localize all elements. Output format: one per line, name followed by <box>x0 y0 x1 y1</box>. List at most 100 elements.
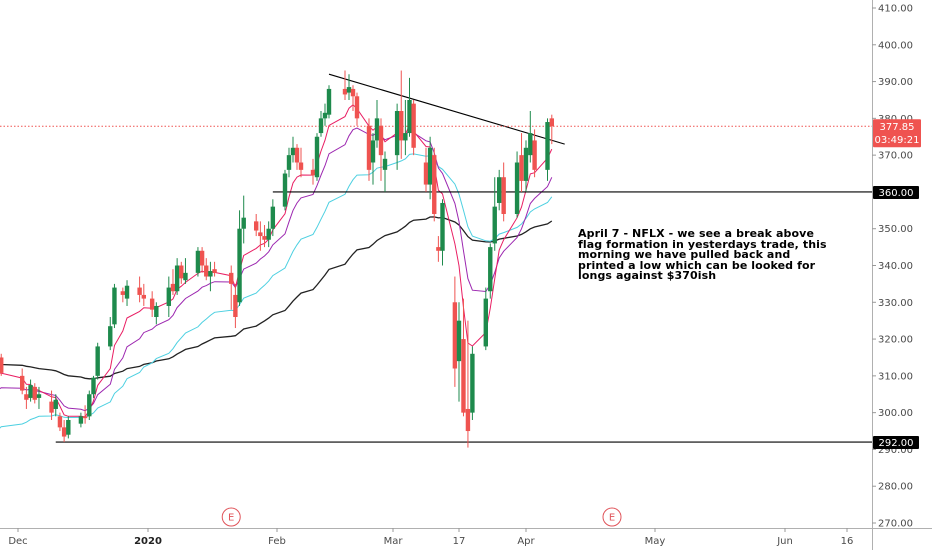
candle-body <box>262 236 267 240</box>
candle-body <box>488 247 493 292</box>
candle-body <box>108 326 113 347</box>
candle-body <box>399 111 404 141</box>
candle-body <box>440 202 445 251</box>
candle-body <box>183 272 188 281</box>
y-tick-label: 300.00 <box>878 408 913 419</box>
y-tick-label: 310.00 <box>878 371 913 382</box>
candle-body <box>370 140 376 163</box>
candle-body <box>326 88 332 115</box>
y-tick-label: 350.00 <box>878 224 913 235</box>
candle-body <box>78 416 84 424</box>
candle-body <box>282 173 288 207</box>
x-tick-label: May <box>645 536 666 547</box>
last-price-label: 377.85 <box>880 122 915 133</box>
candle-body <box>91 377 96 395</box>
y-tick-label: 370.00 <box>878 151 913 162</box>
candle-body <box>501 177 506 214</box>
candle-body <box>137 287 142 295</box>
candle-body <box>528 133 533 156</box>
ma-fast-line <box>0 104 553 418</box>
countdown-label: 03:49:21 <box>875 135 920 146</box>
candle-body <box>195 250 201 273</box>
drawings-layer <box>0 73 872 443</box>
last-price-tag <box>873 119 921 148</box>
candle-body <box>0 357 4 373</box>
x-tick-label: Mar <box>384 536 404 547</box>
candle-body <box>24 394 29 400</box>
candle-body <box>461 339 466 413</box>
candle-body <box>212 269 217 273</box>
candle-body <box>322 112 328 119</box>
candle-body <box>310 169 316 176</box>
level-292-tag <box>873 436 919 449</box>
price-axis[interactable]: 410.00400.00390.00380.00370.00360.00350.… <box>872 0 913 550</box>
candle-body <box>253 221 259 231</box>
candle-body <box>314 136 320 178</box>
candle-body <box>432 155 437 214</box>
moving-averages <box>0 104 553 429</box>
candle-body <box>36 394 42 398</box>
x-tick-label: Jun <box>776 536 793 547</box>
candle-body <box>519 155 524 181</box>
candle-body <box>233 294 238 317</box>
x-tick-label: Feb <box>268 536 286 547</box>
candle-body <box>342 88 348 95</box>
candle-body <box>298 162 304 170</box>
candle-body <box>28 385 33 398</box>
candle-body <box>427 147 433 185</box>
time-axis[interactable]: Dec 2020 Feb Mar 17 Apr May Jun 16 <box>0 528 932 547</box>
candle-body <box>492 206 497 244</box>
candle-body <box>120 291 126 295</box>
candle-body <box>237 228 242 303</box>
y-tick-label: 280.00 <box>878 482 913 493</box>
x-tick-label: 17 <box>453 536 466 547</box>
candle-body <box>374 118 380 141</box>
earnings-marker-circle <box>602 507 622 527</box>
candle-body <box>61 427 67 437</box>
candle-body <box>49 401 54 413</box>
y-tick-label: 390.00 <box>878 77 913 88</box>
candle-body <box>286 155 292 170</box>
candle-body <box>57 416 63 428</box>
y-tick-label: 320.00 <box>878 335 913 346</box>
y-tick-label: 400.00 <box>878 40 913 51</box>
candle-body <box>166 287 172 306</box>
ma-200-line <box>0 216 553 380</box>
level-360-tag <box>873 186 919 199</box>
earnings-marker-label: E <box>609 513 615 524</box>
candle-body <box>523 147 529 181</box>
candle-body <box>53 399 58 409</box>
candle-body <box>545 122 550 170</box>
level-292-label: 292.00 <box>879 438 914 449</box>
candle-body <box>141 294 147 299</box>
candle-body <box>350 88 356 97</box>
y-tick-label: 340.00 <box>878 261 913 272</box>
candle-body <box>497 177 502 203</box>
candle-body <box>270 206 276 229</box>
candle-body <box>411 103 416 148</box>
candle-body <box>483 298 488 347</box>
candle-body <box>436 247 441 251</box>
candle-body <box>470 353 475 413</box>
earnings-marker-label: E <box>228 513 234 524</box>
candle-body <box>514 162 520 214</box>
candle-body <box>456 320 462 362</box>
candle-body <box>124 285 130 299</box>
candle-body <box>208 271 213 277</box>
candle-body <box>266 228 271 240</box>
candle-body <box>179 265 184 279</box>
candle-body <box>318 118 324 134</box>
candle-body <box>394 111 400 156</box>
candle-body <box>532 140 537 170</box>
candle-body <box>229 272 234 284</box>
candle-body <box>154 305 159 317</box>
candle-body <box>199 250 205 266</box>
candle-body <box>66 420 71 435</box>
candle-body <box>241 217 246 229</box>
ma-mid-line <box>0 127 553 412</box>
trendline <box>328 73 565 145</box>
candle-body <box>366 125 372 170</box>
x-tick-label: Apr <box>517 536 535 547</box>
